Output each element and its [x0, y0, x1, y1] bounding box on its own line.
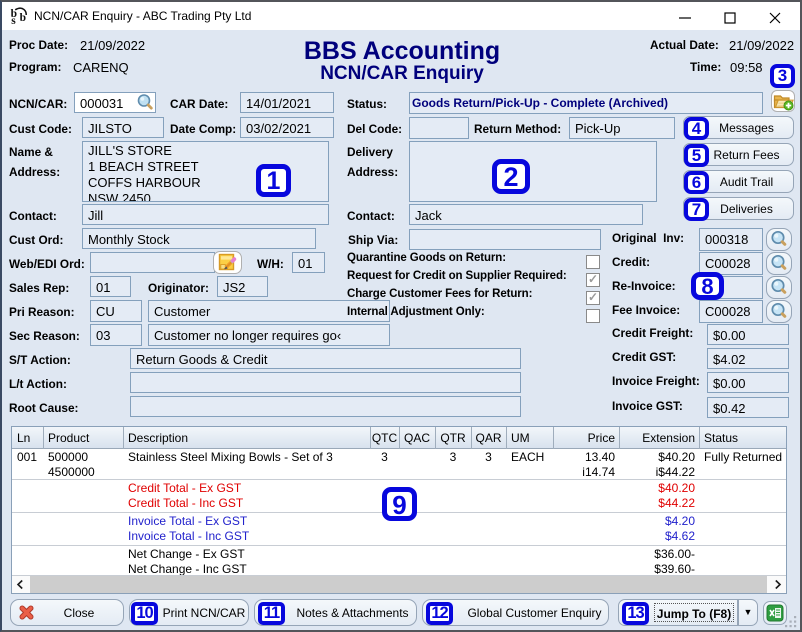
svg-text:b: b: [20, 12, 26, 24]
svg-text:s: s: [11, 15, 16, 27]
svg-text:b: b: [11, 8, 17, 20]
